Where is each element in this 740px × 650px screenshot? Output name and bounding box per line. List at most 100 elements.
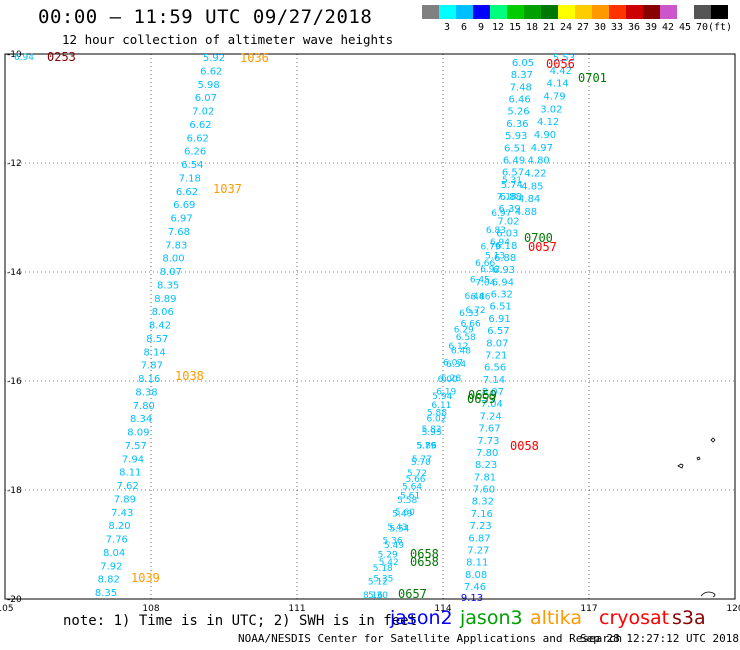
map-grid [5, 54, 735, 599]
wave-height-value: 6.54 [181, 160, 203, 171]
wave-height-value: 7.21 [485, 350, 507, 361]
wave-height-value: 6.62 [187, 133, 209, 144]
wave-height-value: 4.84 [518, 194, 540, 205]
satellite-name-jason3: jason3 [460, 607, 523, 629]
wave-height-value: 5.79 [416, 442, 436, 452]
pass-time-label: 1038 [175, 369, 204, 383]
wave-height-value: 5.92 [203, 53, 225, 64]
wave-height-value: 6.18 [495, 241, 517, 252]
wave-height-value: 5.31 [502, 176, 522, 186]
wave-height-value: 5.74 [501, 180, 523, 191]
wave-height-value: 4.80 [528, 156, 550, 167]
wave-height-value: 6.02 [426, 415, 446, 425]
wave-height-value: 5.18 [373, 564, 393, 574]
wave-height-value: 5.42 [379, 558, 399, 568]
wave-height-value: 4.85 [521, 181, 543, 192]
wave-height-value: 7.80 [476, 448, 498, 459]
wave-height-value: 4.42 [550, 66, 572, 77]
legend-label: 39 [644, 22, 658, 33]
lat-label: -12 [7, 159, 22, 169]
legend-swatch [711, 5, 728, 19]
wave-height-value: 6.46 [509, 95, 531, 106]
wave-height-value: 8.06 [152, 307, 174, 318]
wave-height-value: 6.88 [500, 192, 522, 203]
wave-height-value: 5.36 [383, 537, 403, 547]
pass-time-label: 0056 [546, 57, 575, 71]
wave-height-value: 7.27 [467, 545, 489, 556]
wave-height-value: 7.23 [469, 521, 491, 532]
wave-height-value: 7.68 [168, 227, 190, 238]
satellite-name-jason2: jason2 [390, 607, 453, 629]
wave-height-value: 5.77 [412, 455, 432, 465]
wave-height-value: 8.38 [135, 387, 157, 398]
wave-height-value: 4.97 [531, 143, 553, 154]
wave-height-value: 8.11 [119, 468, 141, 479]
wave-height-value: 5.82 [422, 425, 442, 435]
pass-time-label: 0058 [510, 439, 539, 453]
wave-height-value: 6.45 [470, 276, 490, 286]
wave-height-value: 3.02 [540, 104, 562, 115]
legend-label: 30 [593, 22, 607, 33]
pass-time-label: 0700 [524, 231, 553, 245]
wave-height-value: 7.62 [116, 481, 138, 492]
legend-swatch [592, 5, 609, 19]
wave-height-value: 5.43 [387, 523, 407, 533]
wave-height-value: 6.34 [446, 360, 466, 370]
legend-swatch [677, 5, 694, 19]
island-outline [700, 591, 716, 598]
footer-note: note: 1) Time is in UTC; 2) SWH is in fe… [63, 613, 418, 629]
wave-height-value: 8.23 [475, 460, 497, 471]
wave-height-value: 8.14 [143, 347, 165, 358]
wave-height-value: 5.88 [427, 408, 447, 418]
island-outline [677, 463, 684, 469]
wave-height-value: 8.57 [146, 334, 168, 345]
pass-time-label: 1036 [240, 51, 269, 65]
wave-height-value: 7.81 [474, 472, 496, 483]
wave-height-value: 8.32 [472, 497, 494, 508]
wave-height-value: 7.60 [473, 485, 495, 496]
wave-height-value: 7.80 [133, 401, 155, 412]
wave-height-value: 7.83 [165, 240, 187, 251]
wave-height-value: 7.43 [111, 508, 133, 519]
wave-height-value: 6.07 [443, 359, 463, 369]
pass-time-label: 1039 [131, 571, 160, 585]
wave-height-value: 6.07 [195, 93, 217, 104]
wave-height-value: 5.93 [422, 428, 442, 438]
wave-height-value: 5.30 [368, 591, 388, 601]
wave-height-value: 4.88 [515, 207, 537, 218]
legend-label: 27 [576, 22, 590, 33]
wave-height-value: 4.12 [537, 117, 559, 128]
wave-height-value: 7.67 [478, 424, 500, 435]
legend-swatch [490, 5, 507, 19]
wave-height-value: 6.97 [170, 214, 192, 225]
lat-label: -18 [7, 486, 22, 496]
footer-timestamp: Sep 28 12:27:12 UTC 2018 [580, 632, 739, 645]
legend-label: 9 [477, 22, 485, 33]
wave-height-value: 6.19 [436, 387, 456, 397]
wave-height-value: 7.87 [141, 361, 163, 372]
wave-height-value: 7.18 [179, 173, 201, 184]
wave-height-value: 6.88 [494, 253, 516, 264]
wave-height-value: 9.13 [461, 593, 483, 604]
lat-label: -10 [7, 50, 22, 60]
pass-time-label: 0057 [528, 240, 557, 254]
wave-height-value: 7.48 [510, 82, 532, 93]
wave-height-value: 4.79 [543, 92, 565, 103]
wave-height-value: 6.32 [491, 290, 513, 301]
wave-height-value: 5.93 [505, 131, 527, 142]
legend-swatch [507, 5, 524, 19]
wave-height-value: 8.00 [162, 254, 184, 265]
lon-label: 108 [142, 604, 159, 614]
wave-height-value: 6.62 [189, 120, 211, 131]
wave-height-value: 8.16 [363, 591, 383, 601]
wave-height-value: 6.58 [456, 333, 476, 343]
wave-height-value: 4.22 [524, 169, 546, 180]
wave-height-value: 7.16 [471, 509, 493, 520]
wave-height-value: 6.03 [496, 229, 518, 240]
map-frame [4, 53, 736, 600]
wave-height-value: 6.51 [490, 302, 512, 313]
legend-unit: (ft) [708, 22, 733, 33]
lat-label: -14 [7, 268, 22, 278]
